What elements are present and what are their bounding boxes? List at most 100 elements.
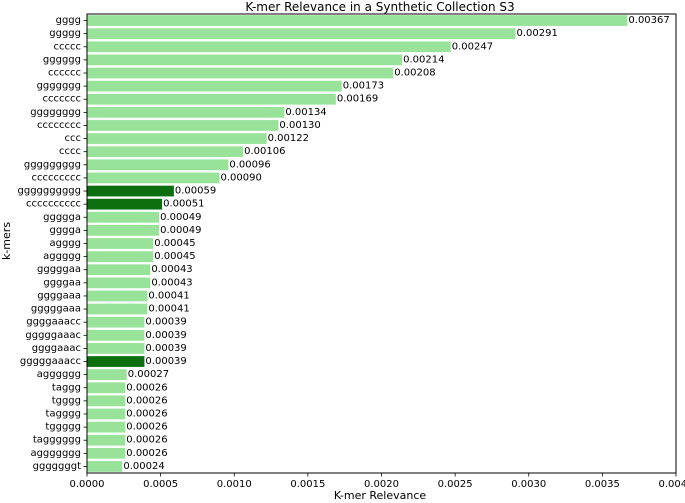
y-tick-label-ggggaaacc: ggggaaacc xyxy=(26,317,81,328)
data-label-ccccccccc: 0.00090 xyxy=(221,172,262,183)
y-tick-label-gggggg: gggggg xyxy=(43,54,81,65)
data-label-aggggg: 0.00045 xyxy=(154,251,195,262)
bar-ggggaaacc xyxy=(87,316,145,328)
bar-tgggg xyxy=(87,395,126,407)
y-tick-label-tggggg: tggggg xyxy=(45,422,81,433)
y-tick-label-tagggg: tagggg xyxy=(46,408,81,419)
data-label-gggggaaa: 0.00041 xyxy=(148,304,189,315)
y-tick-label-tagggggg: tagggggg xyxy=(33,435,81,446)
data-label-tagggggg: 0.00026 xyxy=(126,435,167,446)
y-tick-label-ggggga: ggggga xyxy=(43,212,81,223)
y-tick-label-cccccccc: cccccccc xyxy=(37,120,81,131)
data-label-gggggggt: 0.00024 xyxy=(123,461,164,472)
data-label-tggggg: 0.00026 xyxy=(126,422,167,433)
data-label-gggggaa: 0.00043 xyxy=(151,264,192,275)
bar-gggggggggg xyxy=(87,185,174,197)
bar-gggggaaac xyxy=(87,329,145,341)
data-label-ggggg: 0.00291 xyxy=(516,28,557,39)
bar-ggggggggg xyxy=(87,159,229,171)
bar-ggggaaac xyxy=(87,343,145,354)
y-tick-label-gggg: gggg xyxy=(56,15,81,26)
x-tick-label: 0.0030 xyxy=(511,479,546,490)
data-label-tagggg: 0.00026 xyxy=(126,408,167,419)
y-tick-label-gggggaaac: gggggaaac xyxy=(25,330,81,341)
y-tick-label-agggg: agggg xyxy=(49,238,81,249)
y-tick-label-gggggaaa: gggggaaa xyxy=(31,304,81,315)
bar-taggg xyxy=(87,382,126,394)
data-label-gggggaaacc: 0.00039 xyxy=(145,356,186,367)
data-label-gggg: 0.00367 xyxy=(628,15,669,26)
y-tick-label-ggggaaa: ggggaaa xyxy=(37,290,81,301)
bars-layer xyxy=(87,15,628,472)
bar-gggggaaa xyxy=(87,303,148,315)
y-tick-label-ccccccccc: ccccccccc xyxy=(32,172,81,183)
bar-ggggggg xyxy=(87,80,342,92)
y-tick-label-tgggg: tgggg xyxy=(52,395,81,406)
bar-gggg xyxy=(87,15,628,26)
y-tick-label-agggggg: agggggg xyxy=(37,369,81,380)
bar-ggggaaa xyxy=(87,290,148,302)
data-label-agggggg: 0.00027 xyxy=(128,369,169,380)
y-tick-label-aggggg: aggggg xyxy=(43,251,81,262)
data-label-ggggaaac: 0.00039 xyxy=(145,343,186,354)
y-tick-label-ggggaa: ggggaa xyxy=(43,277,81,288)
y-tick-label-ggggggg: ggggggg xyxy=(37,81,81,92)
y-tick-label-cccccccccc: cccccccccc xyxy=(26,199,81,210)
bar-tagggggg xyxy=(87,434,126,446)
y-tick-label-ccc: ccc xyxy=(65,133,82,144)
bar-gggggaaacc xyxy=(87,356,145,367)
x-tick-label: 0.0015 xyxy=(290,479,325,490)
data-label-tgggg: 0.00026 xyxy=(126,395,167,406)
bar-gggggaa xyxy=(87,264,151,276)
data-label-gggggaaac: 0.00039 xyxy=(145,330,186,341)
y-tick-label-gggga: gggga xyxy=(49,225,81,236)
data-label-cccccccccc: 0.00051 xyxy=(163,199,204,210)
y-tick-label-taggg: taggg xyxy=(52,382,81,393)
data-label-ggggaa: 0.00043 xyxy=(151,277,192,288)
x-tick-labels: 0.0000 0.0005 0.0010 0.0015 0.0020 0.0025 0.00… xyxy=(70,473,685,490)
bar-ccccc xyxy=(87,41,451,53)
y-tick-label-gggggaa: gggggaa xyxy=(37,264,81,275)
x-tick-label: 0.0020 xyxy=(364,479,399,490)
x-tick-label: 0.0035 xyxy=(585,479,620,490)
x-tick-label: 0.0010 xyxy=(217,479,252,490)
bar-aggggg xyxy=(87,251,154,262)
y-tick-label-aggggggg: aggggggg xyxy=(30,448,81,459)
bar-ccccccc xyxy=(87,93,336,105)
bar-cccc xyxy=(87,146,244,158)
bar-gggggggt xyxy=(87,461,123,472)
x-tick-label: 0.0040 xyxy=(659,479,685,490)
data-label-ggggga: 0.00049 xyxy=(160,212,201,223)
x-axis-label: K-mer Relevance xyxy=(334,489,427,502)
bar-cccccccc xyxy=(87,120,279,131)
data-label-gggggggg: 0.00134 xyxy=(285,107,326,118)
data-label-gggga: 0.00049 xyxy=(160,225,201,236)
y-tick-label-gggggggggg: gggggggggg xyxy=(18,186,81,197)
y-tick-label-cccc: cccc xyxy=(59,146,81,157)
bar-agggggg xyxy=(87,369,127,381)
data-label-ggggaaa: 0.00041 xyxy=(148,290,189,301)
data-labels-layer: 0.00367 0.00291 0.00247 0.00214 0.00208 0.001… xyxy=(123,15,669,472)
chart-title: K-mer Relevance in a Synthetic Collectio… xyxy=(245,0,514,14)
data-label-ccccc: 0.00247 xyxy=(452,41,493,52)
y-tick-label-gggggaaacc: gggggaaacc xyxy=(20,356,81,367)
bar-tagggg xyxy=(87,408,126,420)
x-tick-label: 0.0000 xyxy=(70,479,105,490)
bar-tggggg xyxy=(87,421,126,433)
y-tick-label-ggggggggg: ggggggggg xyxy=(24,159,81,170)
data-label-gggggg: 0.00214 xyxy=(403,54,444,65)
y-tick-label-gggggggg: gggggggg xyxy=(30,107,81,118)
y-tick-labels: gggggggggcccccggggggccccccgggggggccccccc… xyxy=(18,15,87,472)
data-label-cccc: 0.00106 xyxy=(244,146,285,157)
bar-cccccccccc xyxy=(87,198,163,210)
data-label-ccc: 0.00122 xyxy=(268,133,309,144)
x-tick-label: 0.0025 xyxy=(438,479,473,490)
data-label-ggggggggg: 0.00096 xyxy=(229,159,270,170)
bar-ccc xyxy=(87,133,267,144)
data-label-cccccccc: 0.00130 xyxy=(279,120,320,131)
y-tick-label-gggggggt: gggggggt xyxy=(33,461,81,472)
bar-gggga xyxy=(87,225,160,236)
bar-ggggaa xyxy=(87,277,151,289)
x-tick-label: 0.0005 xyxy=(143,479,178,490)
